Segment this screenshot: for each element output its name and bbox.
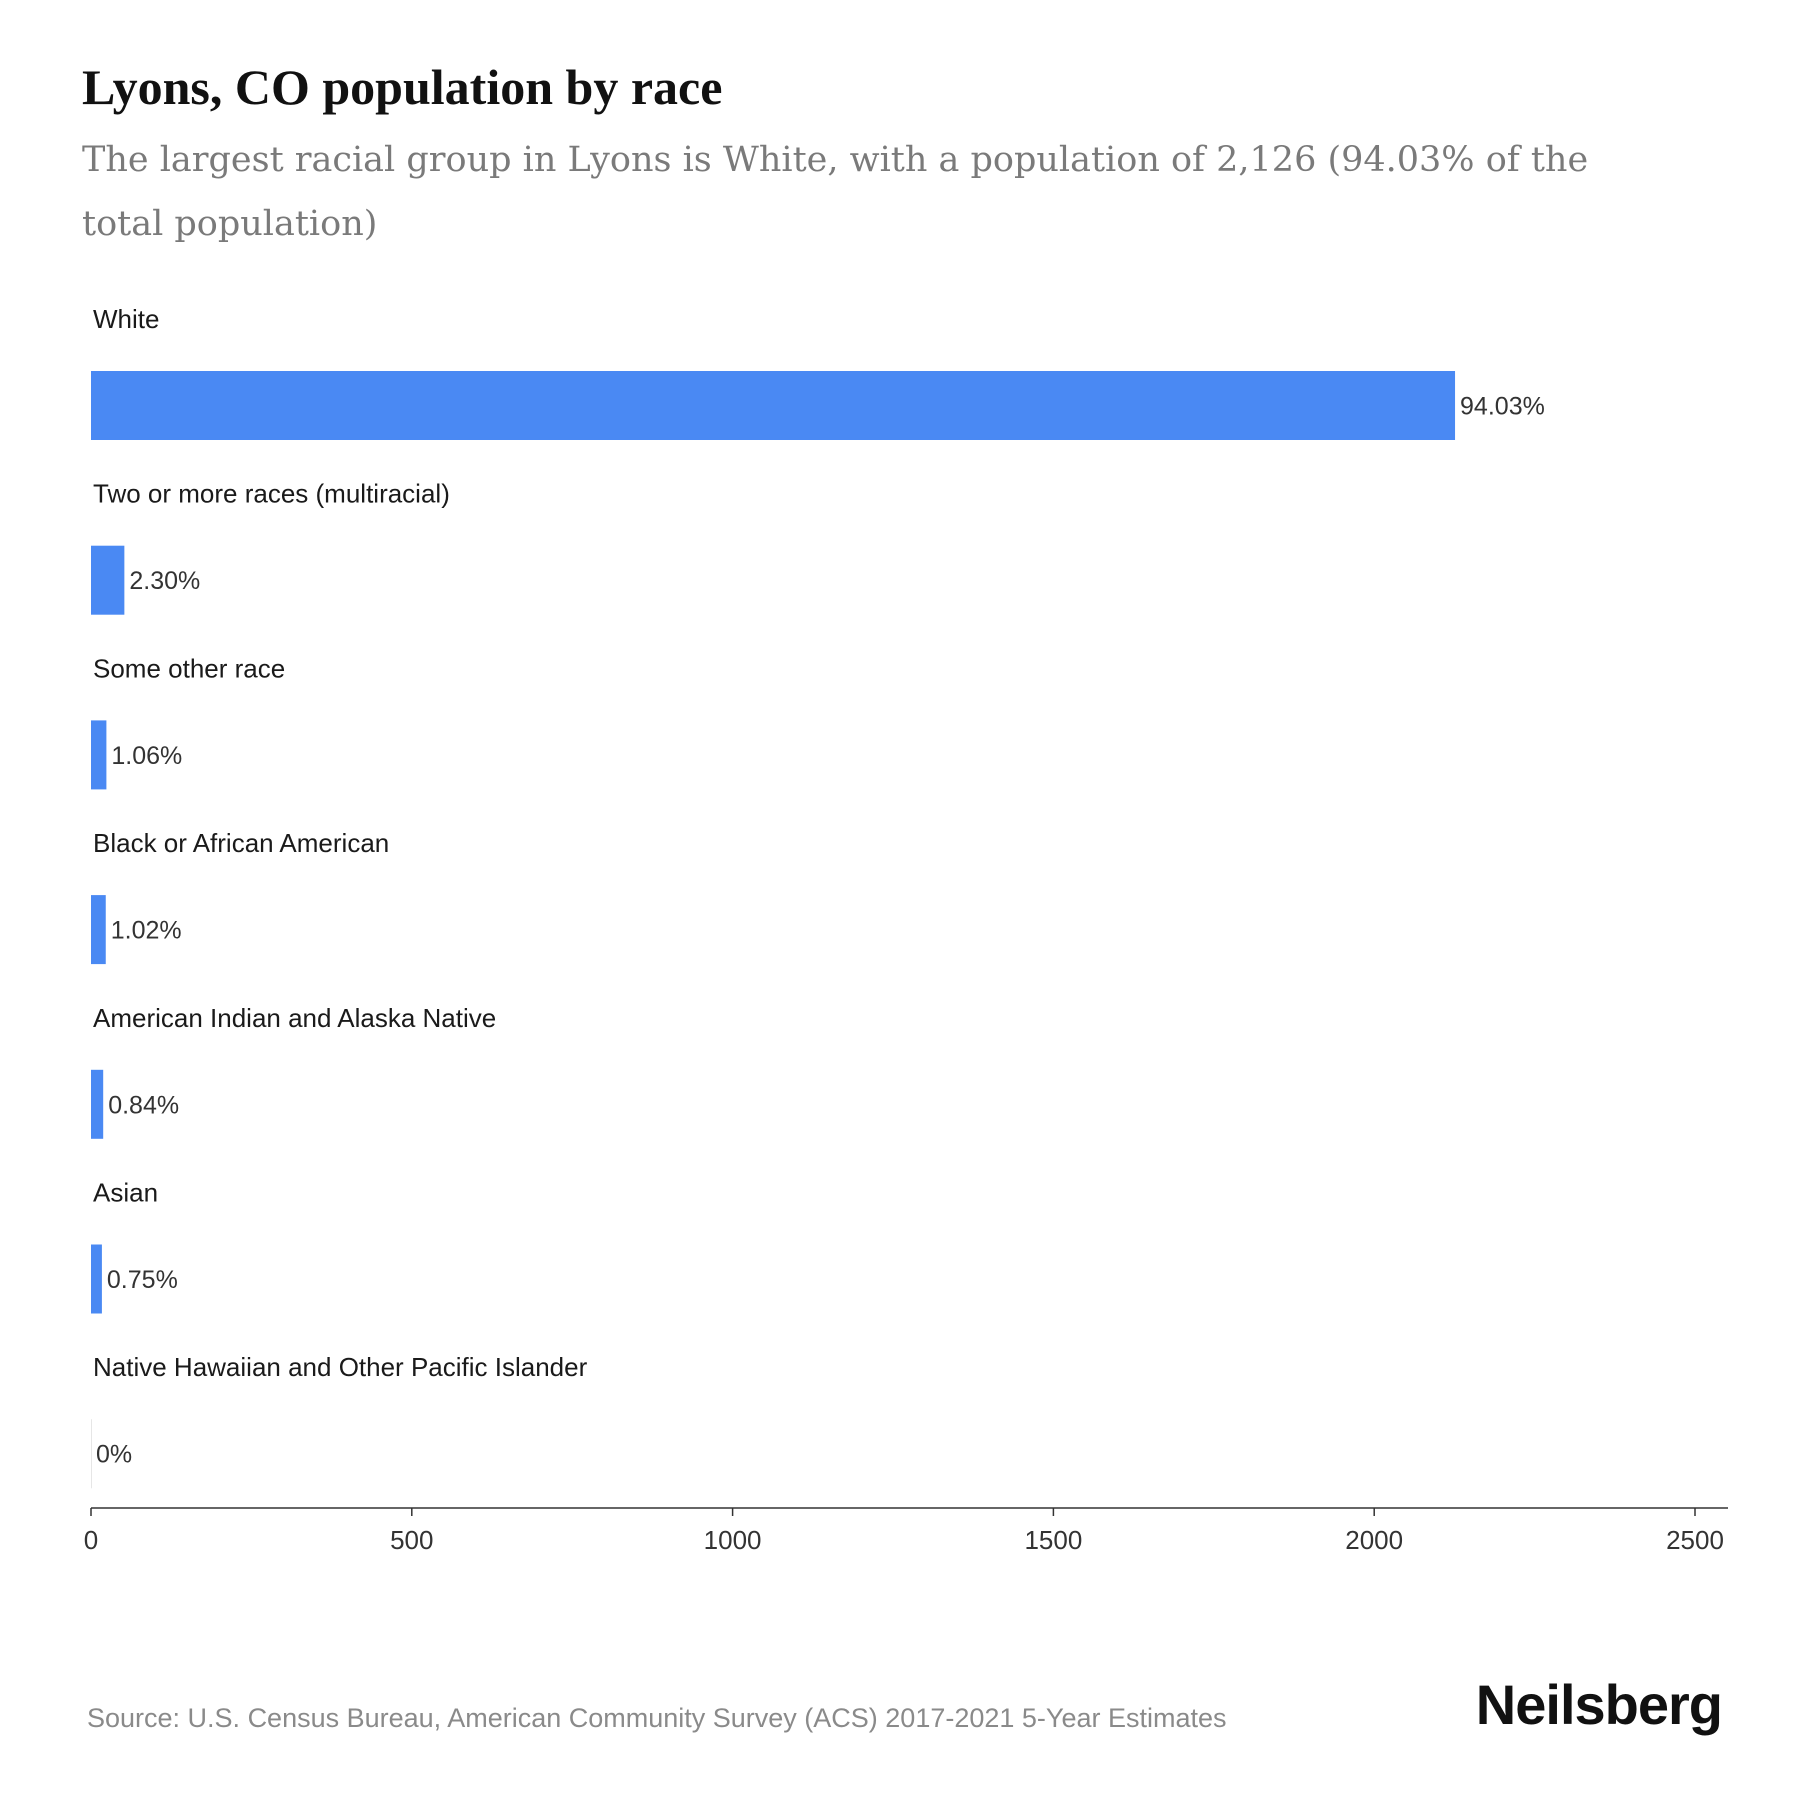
chart-subtitle: The largest racial group in Lyons is Whi… [82,140,1589,244]
x-axis: 0 500 1000 1500 2000 2500 [84,1507,1728,1555]
x-tick-label: 1000 [704,1525,762,1555]
bar [91,895,106,965]
bar [91,720,107,790]
x-tick-label: 0 [84,1525,98,1555]
value-label: 2.30% [129,567,200,595]
value-label: 1.06% [111,742,182,770]
bar-row: Black or African American 1.02% [91,828,389,965]
category-label: Two or more races (multiracial) [93,479,450,509]
category-label: Some other race [93,653,285,683]
x-tick-label: 2500 [1666,1525,1724,1555]
bar-row: Two or more races (multiracial) 2.30% [91,479,450,615]
value-label: 94.03% [1460,393,1545,421]
category-label: Black or African American [93,828,389,858]
value-label: 0.75% [107,1266,178,1294]
value-label: 1.02% [111,917,182,945]
category-label: White [93,304,159,334]
chart-title: Lyons, CO population by race [82,59,723,115]
brand-logo: Neilsberg [1475,1673,1723,1736]
value-label: 0.84% [108,1091,179,1119]
bar-row: Asian 0.75% [91,1178,178,1314]
bar [91,371,1456,440]
source-note: Source: U.S. Census Bureau, American Com… [87,1703,1227,1733]
bars-layer: White 94.03% Two or more races (multiracia… [91,304,1545,1489]
x-tick-label: 1500 [1024,1525,1082,1555]
x-tick-label: 500 [390,1525,433,1555]
bar-row: White 94.03% [91,304,1545,440]
bar [91,1244,102,1314]
value-label: 0% [96,1441,132,1469]
category-label: American Indian and Alaska Native [93,1003,496,1033]
bar [91,1069,104,1139]
bar-row: Some other race 1.06% [91,653,285,790]
bar-row: American Indian and Alaska Native 0.84% [91,1003,496,1139]
x-tick-label: 2000 [1345,1525,1403,1555]
category-label: Native Hawaiian and Other Pacific Island… [93,1352,588,1382]
bar-row: Native Hawaiian and Other Pacific Island… [91,1352,588,1489]
bar [91,545,125,615]
category-label: Asian [93,1178,158,1208]
